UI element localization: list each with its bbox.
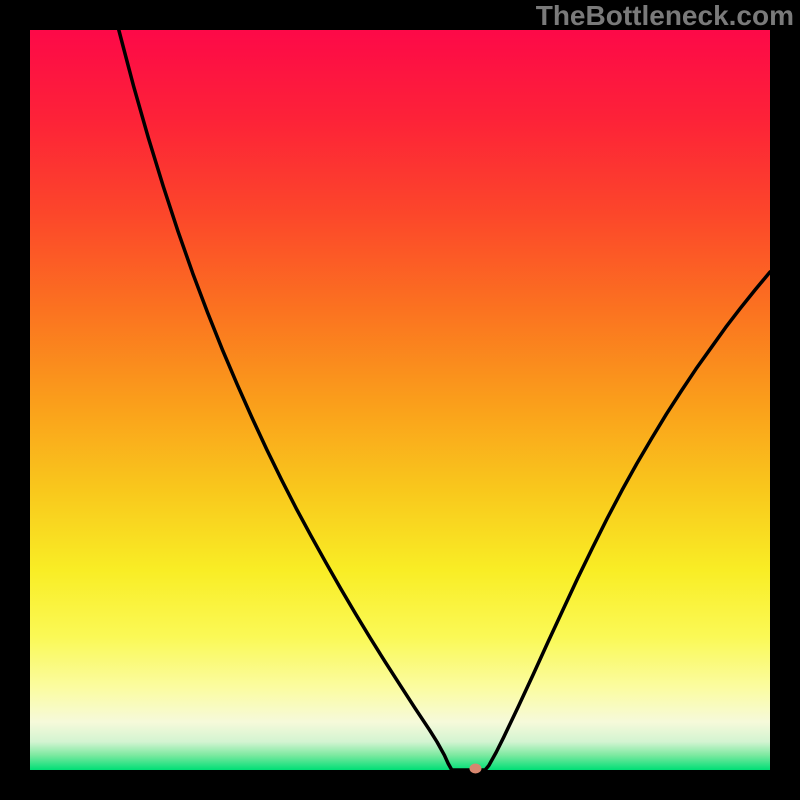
watermark-text: TheBottleneck.com bbox=[536, 0, 794, 32]
plot-background bbox=[30, 30, 770, 770]
optimum-marker bbox=[469, 764, 481, 774]
chart-svg bbox=[0, 0, 800, 800]
chart-canvas: { "watermark": { "text": "TheBottleneck.… bbox=[0, 0, 800, 800]
